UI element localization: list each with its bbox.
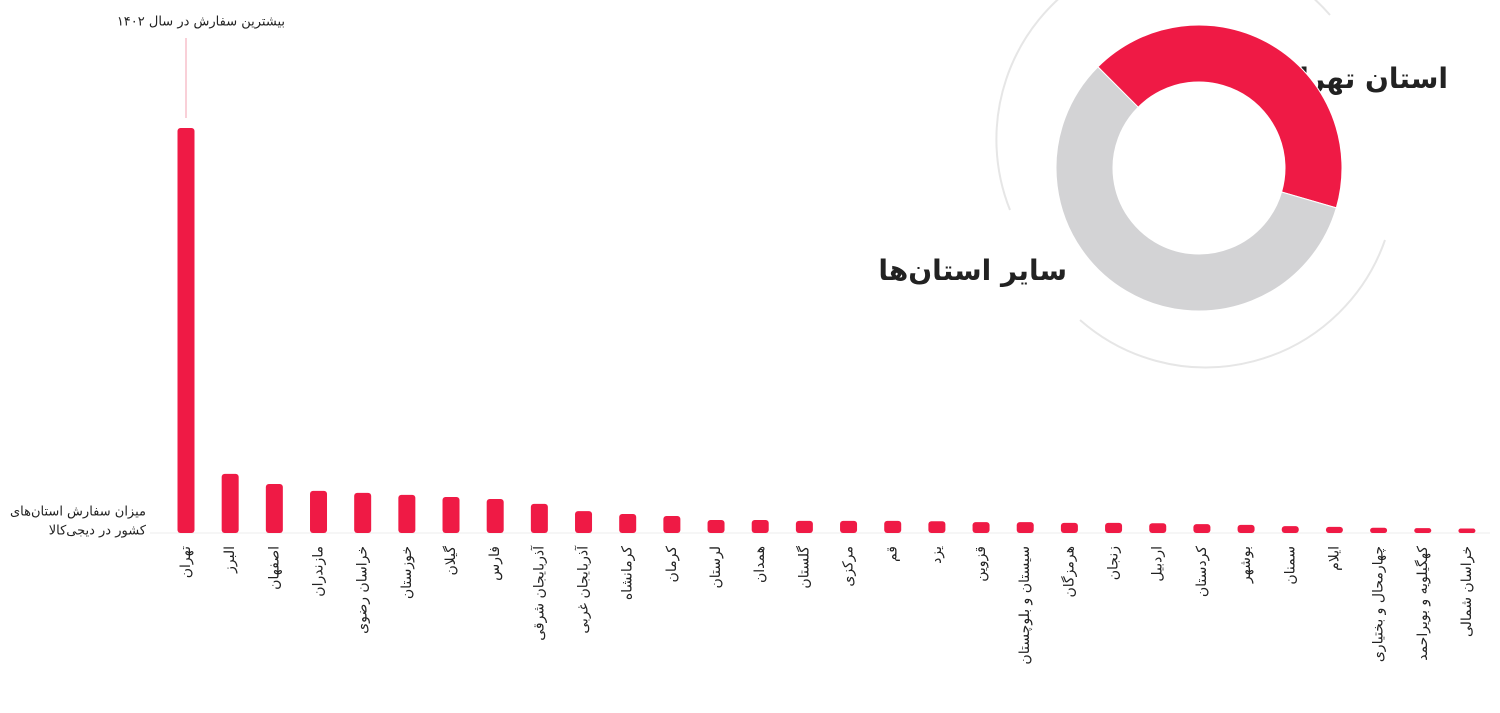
x-tick-label: لرستان [708,546,724,589]
pie-label: سایر استان‌ها [878,254,1067,287]
x-tick-label: گیلان [442,546,459,576]
x-tick-label: یزد [929,546,945,564]
x-tick-label: چهارمحال و بختیاری [1371,546,1387,662]
bar [1016,522,1034,533]
bar [1281,526,1299,533]
ring-decoration [1079,239,1386,369]
x-tick-label: زنجان [1106,546,1122,580]
bar [486,498,504,533]
x-tick-label: فارس [487,546,503,581]
x-tick-label: بوشهر [1238,546,1254,584]
x-tick-label: گلستان [795,546,812,589]
bar [177,128,195,533]
x-tick-label: اردبیل [1150,546,1166,582]
bar [530,503,548,533]
bar [442,496,460,533]
x-tick-label: کرمان [664,546,680,583]
bar [1370,527,1388,533]
bar [1193,524,1211,533]
bar [1149,523,1167,533]
bar [1458,528,1476,533]
bar [1325,526,1343,533]
bar [795,520,813,533]
x-tick-label: البرز [222,546,238,574]
x-tick-label: هرمزگان [1060,546,1077,598]
bar [221,473,239,533]
bar [575,511,593,533]
x-tick-label: قزوین [973,546,989,582]
bar [663,515,681,533]
pie-slice [1097,24,1343,209]
x-tick-label: خوزستان [399,546,415,599]
bar [265,483,283,533]
x-tick-label: خراسان رضوی [355,546,371,634]
bar [928,521,946,533]
bar [884,520,902,533]
bar [1237,524,1255,533]
x-tick-label: کهگیلویه و بویراحمد [1414,546,1431,661]
x-tick-label: ایلام [1326,546,1342,571]
bar [840,520,858,533]
bar [972,522,990,533]
bar [310,490,328,533]
y-label: میزان سفارش استان‌های [10,505,146,520]
x-tick-label: تهران [178,546,194,578]
bar [707,520,725,533]
x-tick-label: مرکزی [841,546,857,587]
y-label: کشور در دیجی‌کالا [49,524,147,539]
x-tick-label: قم [885,546,901,562]
bar [398,494,416,533]
annotation: بیشترین سفارش در سال ۱۴۰۲ [117,15,285,30]
x-tick-label: آذربایجان غربی [575,545,592,634]
bar [1060,522,1078,533]
x-tick-label: کرمانشاه [620,546,636,600]
bar [619,513,637,533]
pie-slice [1055,66,1337,312]
ring-decoration [995,0,1331,211]
bar [1414,528,1432,533]
bar [354,492,372,533]
x-tick-label: سمنان [1282,546,1298,585]
x-tick-label: سیستان و بلوچستان [1017,546,1033,665]
x-tick-label: مازندران [311,546,327,597]
bar [1105,522,1123,533]
x-tick-label: خراسان شمالی [1459,546,1475,637]
x-tick-label: کردستان [1194,546,1210,597]
bar [751,520,769,533]
x-tick-label: همدان [752,546,768,583]
x-tick-label: آذربایجان شرقی [530,545,547,641]
x-tick-label: اصفهان [266,546,282,590]
